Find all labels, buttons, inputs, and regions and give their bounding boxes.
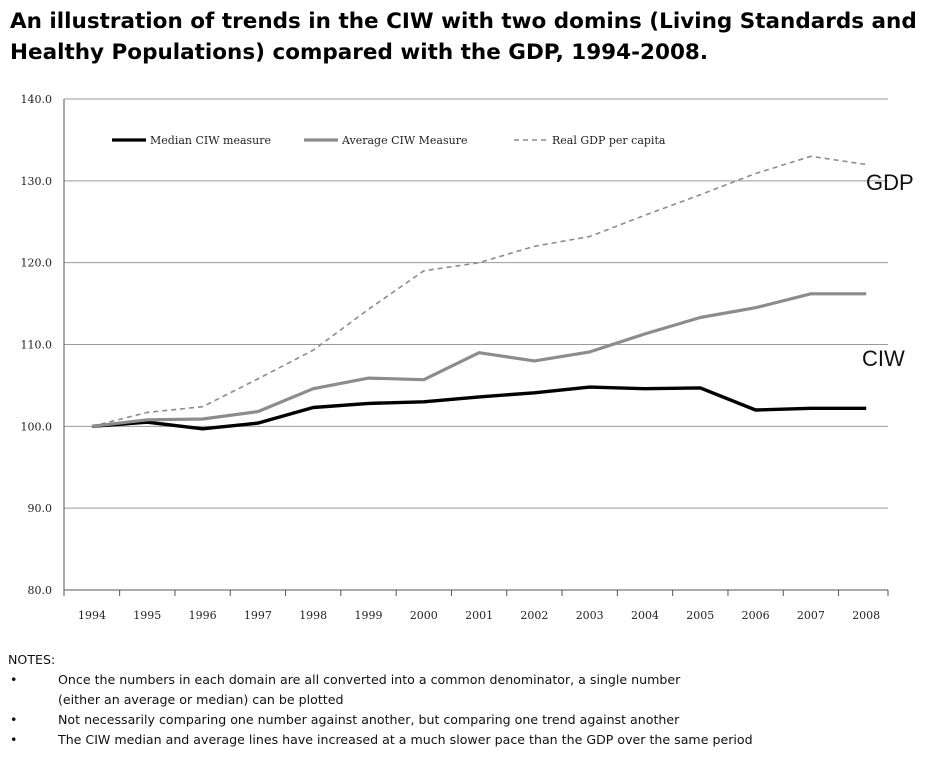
x-tick-label: 1998 bbox=[299, 609, 327, 622]
gridlines bbox=[64, 98, 888, 509]
axes bbox=[63, 99, 889, 596]
note-text: The CIW median and average lines have in… bbox=[58, 732, 753, 747]
x-tick-label: 1997 bbox=[244, 609, 272, 622]
y-tick-label: 90.0 bbox=[28, 502, 53, 515]
notes-heading: NOTES: bbox=[8, 652, 56, 667]
x-tick-label: 2006 bbox=[742, 609, 770, 622]
real-gdp-per-capita-line bbox=[91, 155, 867, 428]
notes-list: Once the numbers in each domain are all … bbox=[8, 670, 923, 750]
note-text: Not necessarily comparing one number aga… bbox=[58, 712, 680, 727]
x-tick-label: 2003 bbox=[576, 609, 604, 622]
legend-label: Real GDP per capita bbox=[552, 134, 666, 147]
x-tick-label: 2004 bbox=[631, 609, 659, 622]
x-tick-label: 2002 bbox=[520, 609, 548, 622]
y-tick-label: 100.0 bbox=[21, 420, 53, 433]
note-item: Once the numbers in each domain are all … bbox=[8, 670, 923, 710]
x-tick-label: 2008 bbox=[852, 609, 880, 622]
y-tick-label: 120.0 bbox=[21, 257, 53, 270]
note-item: The CIW median and average lines have in… bbox=[8, 730, 923, 750]
x-tick-label: 1994 bbox=[78, 609, 106, 622]
note-item: Not necessarily comparing one number aga… bbox=[8, 710, 923, 730]
note-text-continued: (either an average or median) can be plo… bbox=[58, 692, 344, 707]
chart-title: An illustration of trends in the CIW wit… bbox=[10, 9, 917, 65]
y-tick-label: 130.0 bbox=[21, 175, 53, 188]
ciw-annotation: CIW bbox=[862, 346, 905, 371]
y-tick-label: 80.0 bbox=[28, 584, 53, 597]
average-ciw-measure-line bbox=[91, 292, 867, 428]
y-tick-label: 110.0 bbox=[21, 339, 53, 352]
y-axis-tick-labels: 80.0 90.0 100.0 110.0 120.0 130.0 140.0 bbox=[21, 93, 53, 597]
legend-label: Median CIW measure bbox=[150, 134, 271, 147]
x-tick-label: 2001 bbox=[465, 609, 493, 622]
x-tick-label: 1995 bbox=[133, 609, 161, 622]
x-tick-label: 1999 bbox=[355, 609, 383, 622]
annotations: GDP CIW bbox=[862, 170, 914, 371]
note-text: Once the numbers in each domain are all … bbox=[58, 672, 681, 687]
x-tick-label: 2005 bbox=[686, 609, 714, 622]
legend: Median CIW measure Average CIW Measure Rea… bbox=[112, 134, 666, 147]
gdp-annotation: GDP bbox=[866, 170, 914, 195]
x-tick-label: 2000 bbox=[410, 609, 438, 622]
x-axis-tick-labels: 1994 1995 1996 1997 1998 1999 2000 2001 2002 2003… bbox=[78, 609, 880, 622]
legend-label: Average CIW Measure bbox=[341, 134, 467, 147]
notes-section: NOTES: Once the numbers in each domain a… bbox=[8, 650, 923, 750]
median-ciw-measure-line bbox=[91, 385, 867, 431]
x-tick-label: 1996 bbox=[189, 609, 217, 622]
x-tick-label: 2007 bbox=[797, 609, 825, 622]
y-tick-label: 140.0 bbox=[21, 93, 53, 106]
series-lines bbox=[91, 155, 867, 431]
